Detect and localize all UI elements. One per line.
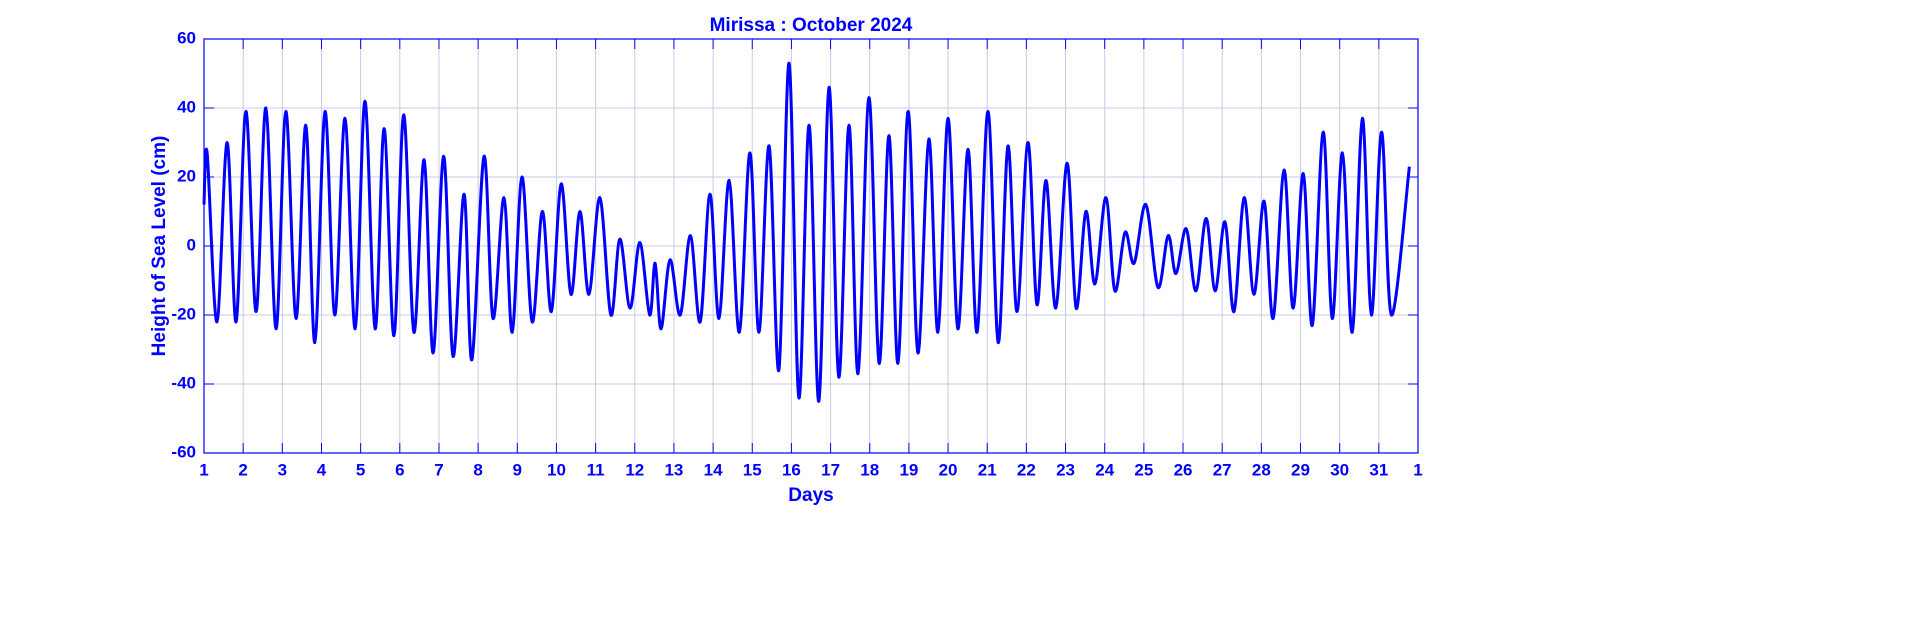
- x-axis-label: Days: [788, 485, 833, 506]
- plot-frame: [203, 38, 1419, 454]
- x-tick-label: 1: [1413, 460, 1422, 479]
- y-tick-label: 0: [187, 235, 196, 254]
- x-tick-label: 28: [1252, 460, 1271, 479]
- y-tick-label: 60: [177, 28, 196, 47]
- chart-title: Mirissa : October 2024: [710, 15, 913, 36]
- x-tick-label: 16: [782, 460, 801, 479]
- x-tick-label: 8: [473, 460, 482, 479]
- x-tick-label: 25: [1134, 460, 1153, 479]
- x-tick-label: 19: [899, 460, 918, 479]
- x-tick-label: 14: [704, 460, 723, 479]
- x-tick-label: 11: [587, 460, 605, 479]
- x-tick-label: 17: [821, 460, 840, 479]
- x-tick-label: 21: [978, 460, 997, 479]
- x-tick-label: 2: [238, 460, 247, 479]
- y-tick-label: -60: [171, 442, 196, 461]
- y-tick-label: 20: [177, 166, 196, 185]
- x-tick-label: 27: [1213, 460, 1232, 479]
- x-tick-label: 9: [513, 460, 522, 479]
- x-tick-label: 7: [434, 460, 443, 479]
- x-tick-label: 22: [1017, 460, 1036, 479]
- x-tick-label: 1: [199, 460, 208, 479]
- x-tick-label: 31: [1369, 460, 1388, 479]
- x-tick-label: 24: [1095, 460, 1114, 479]
- y-tick-label: 40: [177, 97, 196, 116]
- x-tick-label: 10: [547, 460, 566, 479]
- x-tick-label: 13: [664, 460, 683, 479]
- x-tick-label: 20: [939, 460, 958, 479]
- x-tick-label: 12: [625, 460, 644, 479]
- x-tick-label: 26: [1174, 460, 1193, 479]
- x-tick-label: 4: [317, 460, 327, 479]
- x-tick-label: 18: [860, 460, 879, 479]
- x-tick-label: 23: [1056, 460, 1075, 479]
- x-tick-label: 30: [1330, 460, 1349, 479]
- sea-level-line: [202, 61, 1411, 403]
- y-axis-label: Height of Sea Level (cm): [149, 136, 170, 357]
- y-tick-label: -20: [171, 304, 196, 323]
- y-tick-label: -40: [171, 373, 196, 392]
- x-tick-label: 5: [356, 460, 365, 479]
- x-tick-label: 6: [395, 460, 404, 479]
- x-tick-label: 3: [278, 460, 287, 479]
- x-tick-label: 29: [1291, 460, 1310, 479]
- x-tick-label: 15: [743, 460, 762, 479]
